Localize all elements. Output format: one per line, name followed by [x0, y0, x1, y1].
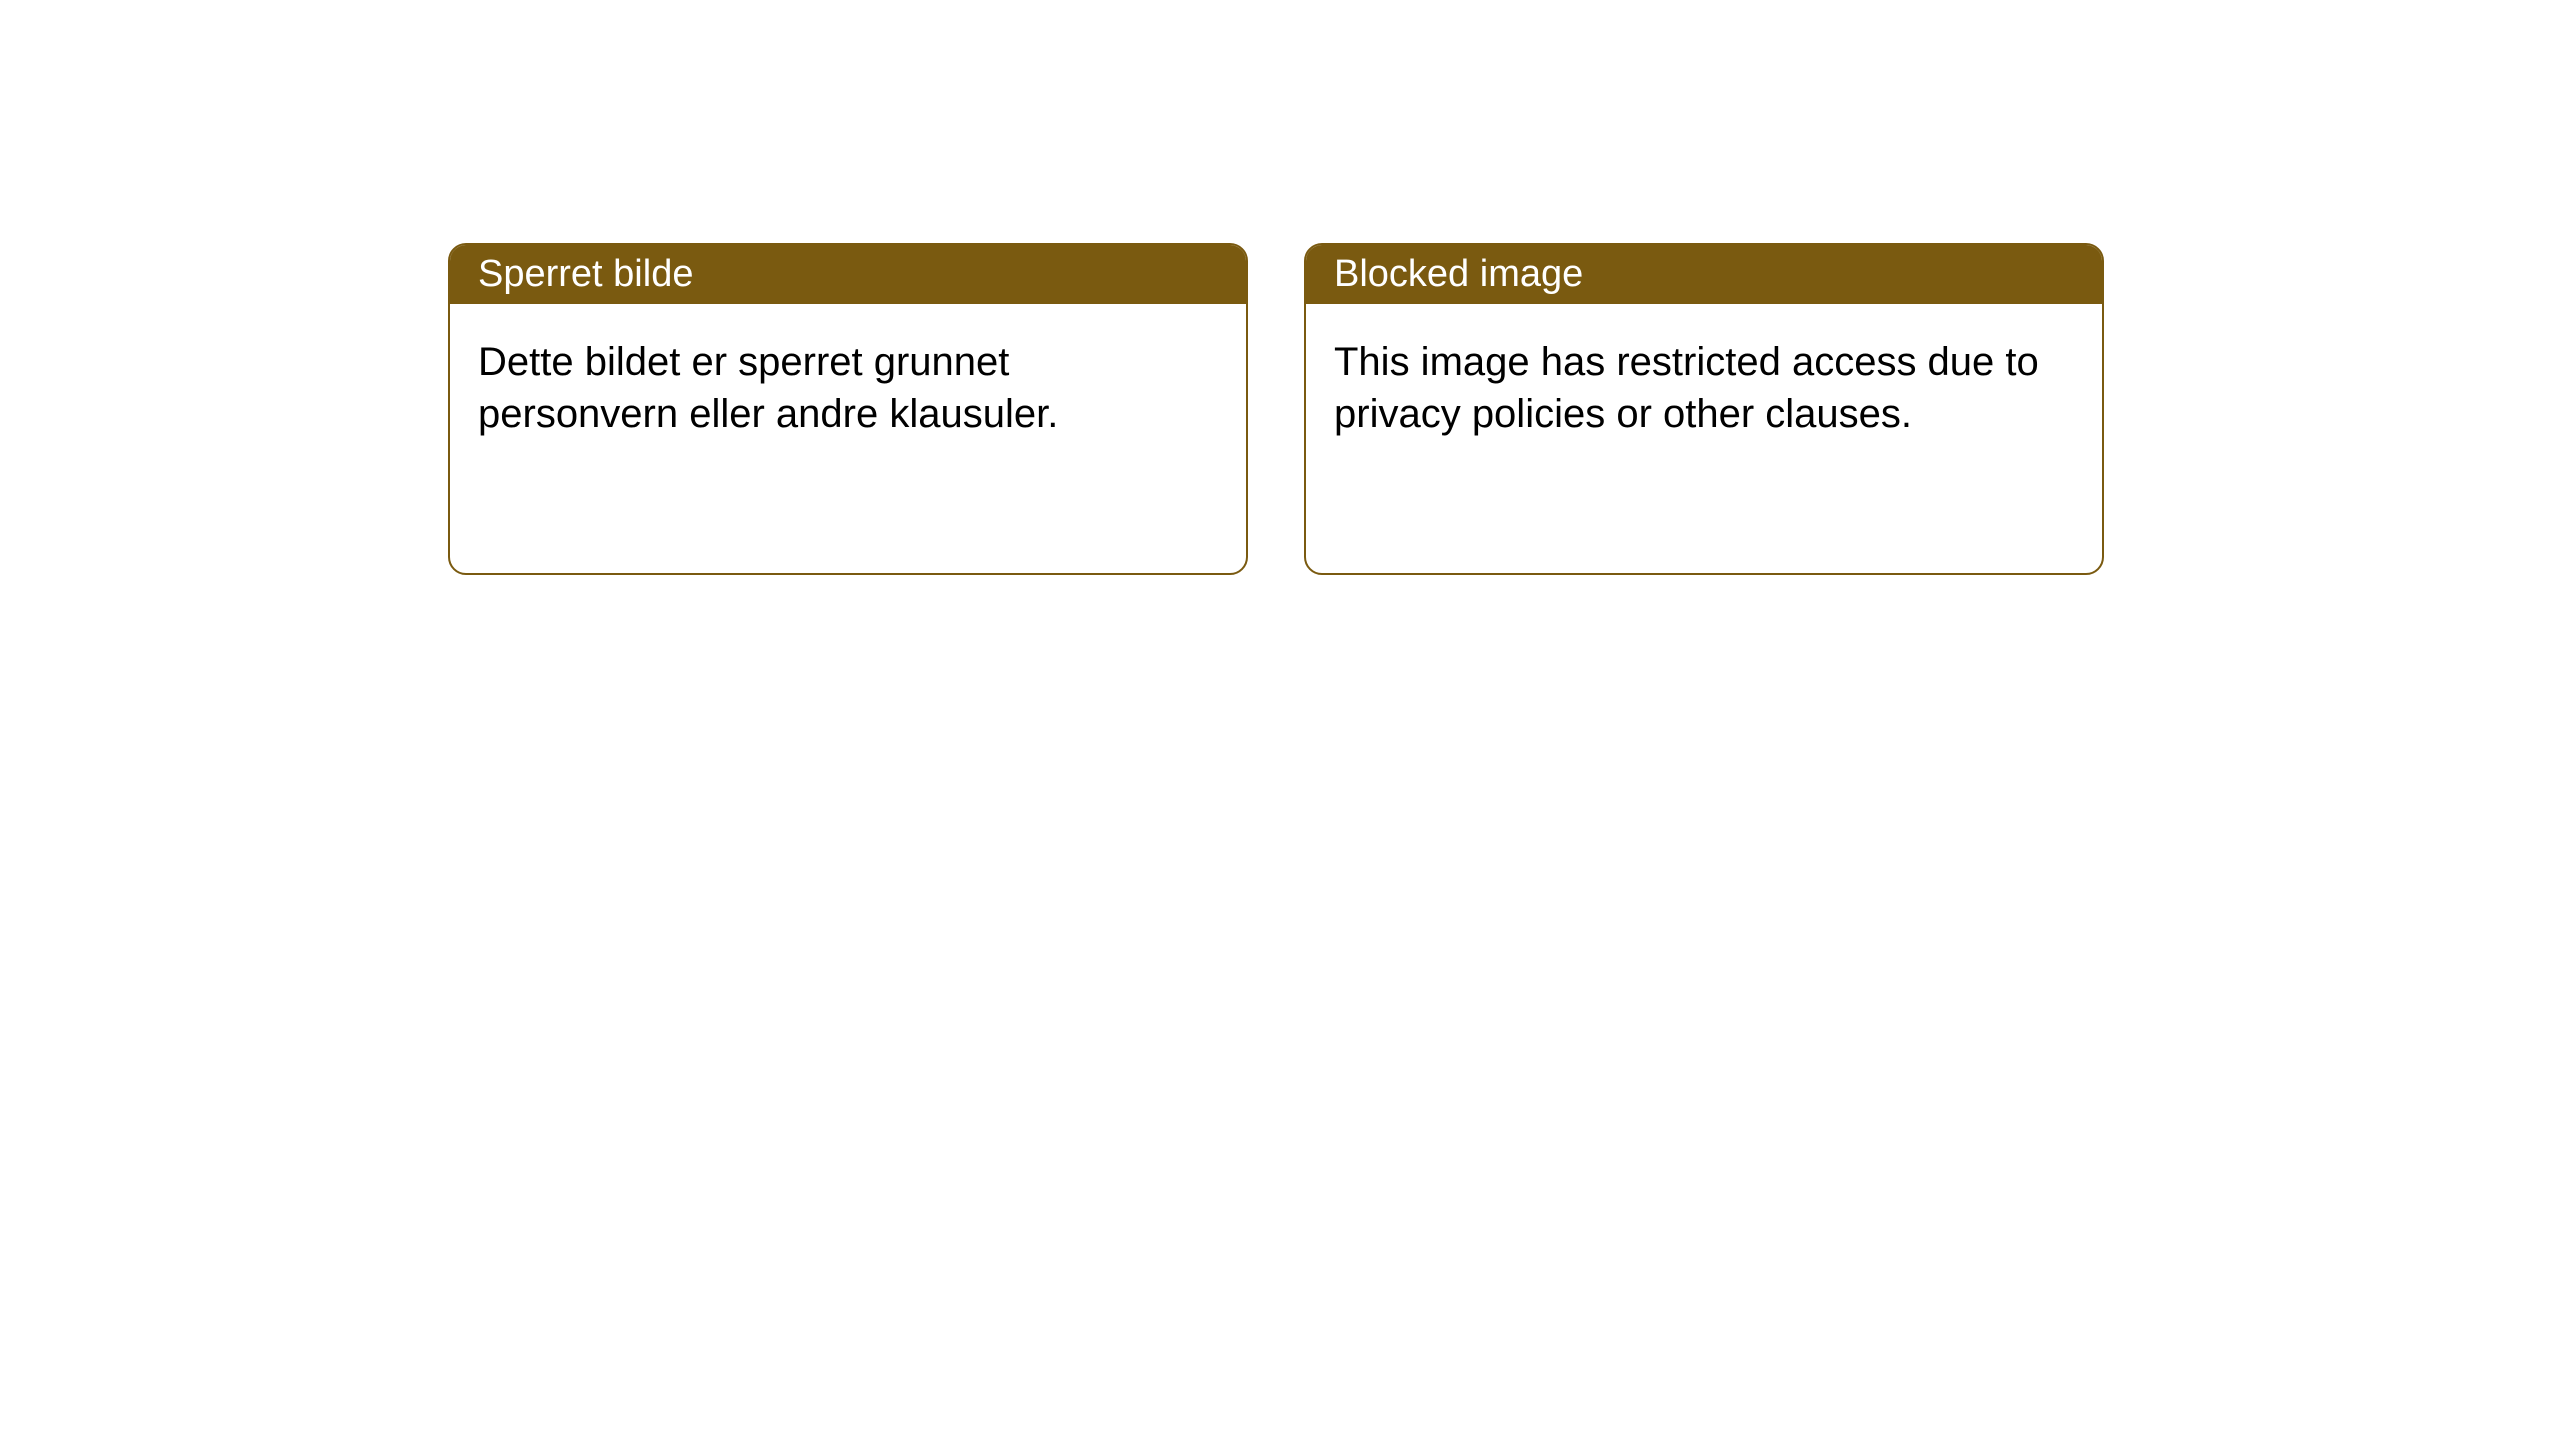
notice-header: Blocked image — [1306, 245, 2102, 304]
notice-card-norwegian: Sperret bilde Dette bildet er sperret gr… — [448, 243, 1248, 575]
notice-container: Sperret bilde Dette bildet er sperret gr… — [0, 0, 2560, 575]
notice-body: This image has restricted access due to … — [1306, 304, 2102, 472]
notice-card-english: Blocked image This image has restricted … — [1304, 243, 2104, 575]
notice-header: Sperret bilde — [450, 245, 1246, 304]
notice-body: Dette bildet er sperret grunnet personve… — [450, 304, 1246, 472]
